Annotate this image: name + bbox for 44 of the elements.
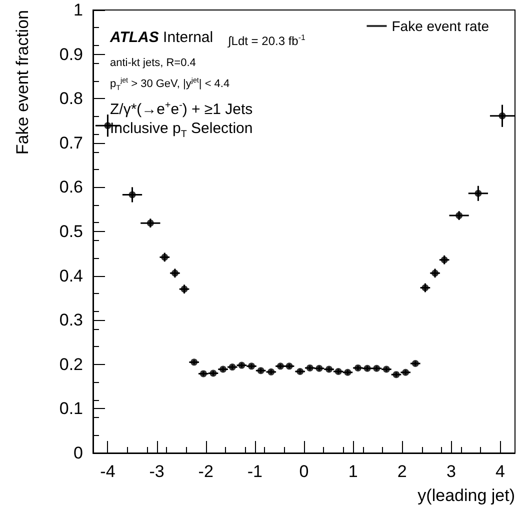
point <box>146 220 154 227</box>
point <box>180 286 188 293</box>
annotation: anti-kt jets, R=0.4 <box>110 57 196 69</box>
y-tick-label: 0.9 <box>59 44 83 64</box>
point <box>474 190 482 197</box>
x-tick-label: -3 <box>149 462 164 481</box>
x-tick-label: 4 <box>496 462 506 481</box>
y-tick-label: 0 <box>74 444 83 462</box>
y-tick-label: 0.5 <box>59 222 83 241</box>
point <box>104 122 112 130</box>
y-tick-label: 0.7 <box>59 133 83 152</box>
point <box>456 212 463 220</box>
x-tick-label: 0 <box>299 462 309 481</box>
y-tick-label: 0.4 <box>59 266 83 286</box>
annotation: Inclusive p$_{T}$ Selection <box>110 120 253 140</box>
point <box>440 256 448 264</box>
y-tick-label: 1 <box>74 0 83 20</box>
point <box>412 360 419 368</box>
y-tick-label: 0.8 <box>59 89 83 108</box>
annotation: Z/γ*(→e$^{+}$e$^{-}$) + ≥1 Jets <box>110 100 253 118</box>
annotation: p$_{T}$$^{jet}$ > 30 GeV, |y$^{jet}$| < 4.4 <box>110 76 230 92</box>
point <box>422 284 429 292</box>
x-tick-label: -4 <box>100 462 116 481</box>
annotation: ∫Ldt = 20.3 fb$^{-1}$ <box>228 33 306 48</box>
y-tick-label: 0.6 <box>59 178 83 197</box>
point <box>190 358 198 366</box>
point <box>128 191 136 198</box>
legend-label: Fake event rate <box>392 18 490 34</box>
point <box>171 270 178 277</box>
y-tick-label: 0.3 <box>59 310 83 330</box>
point <box>498 112 506 120</box>
y-tick-label: 0.1 <box>59 399 83 418</box>
x-tick-label: 3 <box>446 462 456 481</box>
point <box>161 254 168 261</box>
x-tick-label: 2 <box>397 462 407 481</box>
point <box>432 270 439 277</box>
x-tick-label: -2 <box>198 462 214 481</box>
x-axis-title: y(leading jet) <box>418 486 515 505</box>
point <box>296 368 304 375</box>
annotation: ATLAS Internal <box>110 29 214 46</box>
x-tick-label: -1 <box>247 462 262 481</box>
x-tick-label: 1 <box>348 462 358 481</box>
y-axis-title: Fake event fraction <box>13 10 32 155</box>
y-tick-label: 0.2 <box>59 354 83 374</box>
